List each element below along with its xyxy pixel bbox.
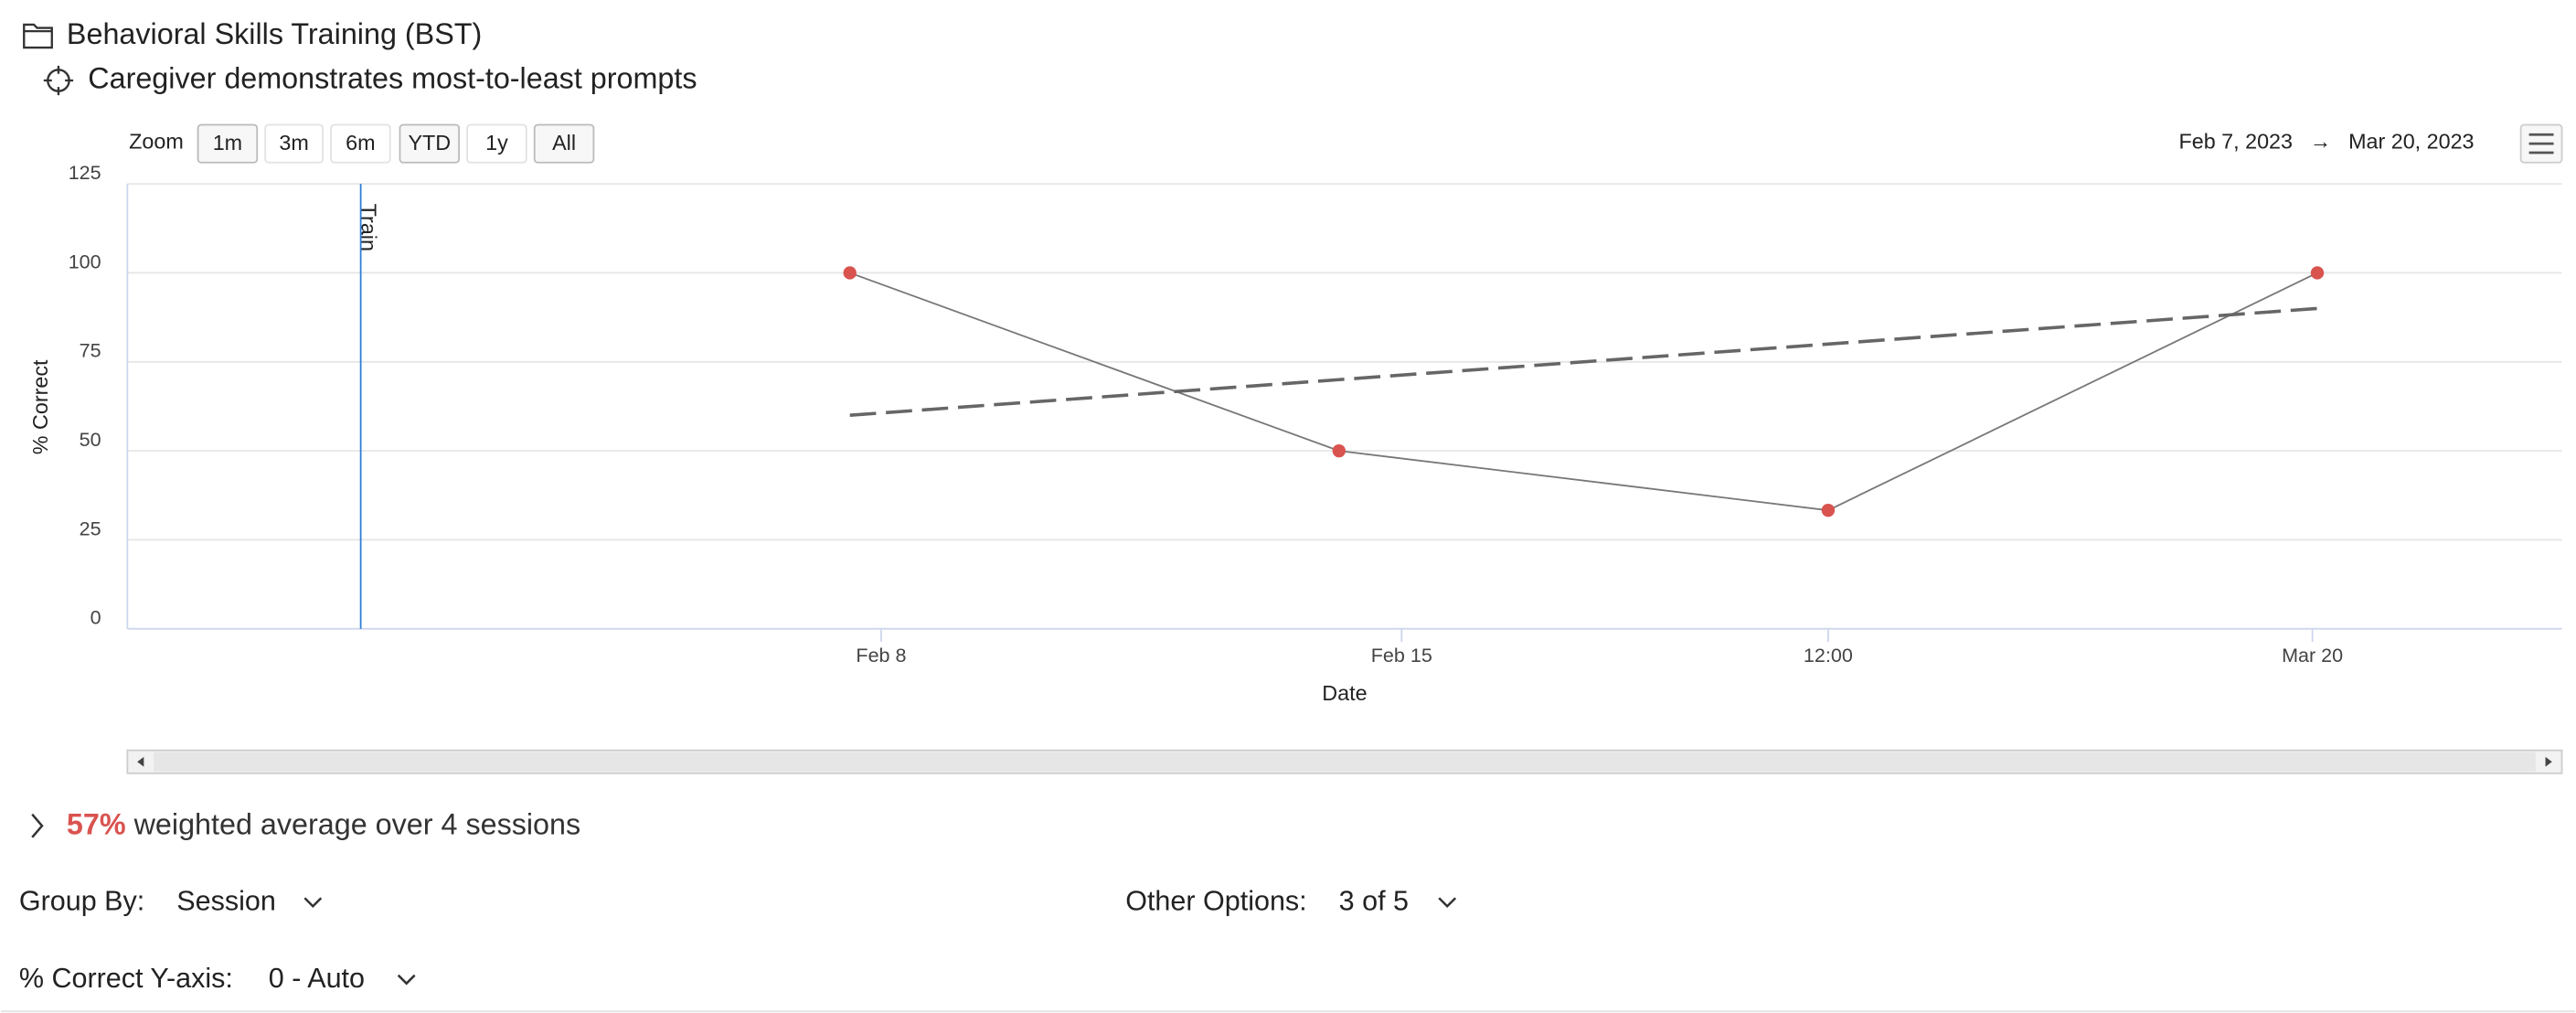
y-tick-label: 0 <box>90 607 101 629</box>
option-value: Session <box>176 886 276 917</box>
y-tick-label: 75 <box>80 340 101 362</box>
data-point <box>1821 503 1836 517</box>
zoom-button-bg <box>466 123 527 164</box>
zoom-button-label: All <box>552 131 576 155</box>
dropdown-chevron <box>397 974 416 986</box>
range-end: Mar 20, 2023 <box>2348 129 2474 153</box>
target-icon <box>43 65 74 96</box>
scrollbar[interactable] <box>126 749 2563 774</box>
option-value: 3 of 5 <box>1339 886 1409 917</box>
zoom-button: 3m <box>264 123 324 164</box>
expand-chevron[interactable] <box>31 813 44 838</box>
data-point <box>1332 443 1346 458</box>
dropdown-chevron <box>1438 897 1457 909</box>
summary-text: weighted average over 4 sessions <box>133 807 581 840</box>
zoom-button-bg <box>264 123 324 164</box>
summary-percent: 57% <box>67 807 126 840</box>
x-tick-label: Feb 15 <box>1371 645 1432 666</box>
range-arrow: → <box>2310 129 2331 153</box>
zoom-button-label: 3m <box>279 131 308 155</box>
x-tick-label: Mar 20 <box>2282 645 2343 666</box>
x-tick-label: 12:00 <box>1804 645 1853 666</box>
y-tick-label: 25 <box>80 517 101 539</box>
title: Behavioral Skills Training (BST) <box>67 17 482 50</box>
zoom-button[interactable]: YTD <box>399 123 461 164</box>
zoom-button-label: 6m <box>346 131 375 155</box>
zoom-button-label: 1m <box>213 131 242 155</box>
option-label: Group By: <box>19 886 144 917</box>
zoom-button-bg <box>330 123 391 164</box>
option-label: Other Options: <box>1125 886 1306 917</box>
zoom-button[interactable]: 1m <box>197 123 259 164</box>
series-line <box>849 272 2318 512</box>
zoom-button-label: 1y <box>485 131 508 155</box>
y-tick-label: 125 <box>69 162 101 184</box>
dropdown-chevron <box>303 897 323 909</box>
zoom-button-label: YTD <box>408 131 451 155</box>
data-point <box>843 266 857 280</box>
x-tick-label: Feb 8 <box>856 645 906 666</box>
y-tick-label: 50 <box>80 429 101 451</box>
zoom-label: Zoom <box>129 129 184 153</box>
plot-band-label: Train <box>357 204 381 251</box>
option-dropdown[interactable]: Group By: Session <box>19 886 323 917</box>
zoom-button: 1y <box>466 123 527 164</box>
zoom-button: 6m <box>330 123 391 164</box>
zoom-button-bg <box>197 123 259 164</box>
subtitle: Caregiver demonstrates most-to-least pro… <box>88 62 697 95</box>
option-value: 0 - Auto <box>269 963 365 994</box>
zoom-button-bg <box>399 123 461 164</box>
y-tick-label: 100 <box>69 251 101 272</box>
option-dropdown[interactable]: % Correct Y-axis: 0 - Auto <box>19 963 416 994</box>
chart-menu[interactable] <box>2519 123 2563 164</box>
trend-line <box>849 306 2318 417</box>
data-point <box>2310 266 2325 280</box>
summary: 57% weighted average over 4 sessions <box>67 807 580 840</box>
option-label: % Correct Y-axis: <box>19 963 233 994</box>
y-axis-label: % Correct <box>28 359 52 454</box>
zoom-button[interactable]: All <box>533 123 595 164</box>
range-start: Feb 7, 2023 <box>2179 129 2294 153</box>
zoom-button-bg <box>533 123 595 164</box>
option-dropdown[interactable]: Other Options: 3 of 5 <box>1125 886 1457 917</box>
x-axis-label: Date <box>1322 681 1367 705</box>
folder-icon <box>23 23 53 49</box>
